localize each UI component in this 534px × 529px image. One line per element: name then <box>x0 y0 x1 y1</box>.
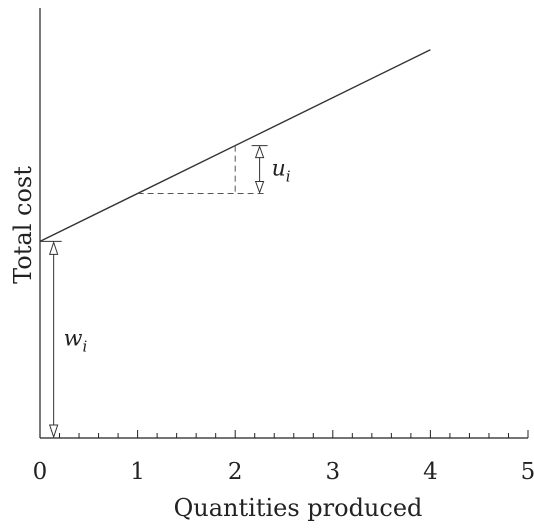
x-axis-tick-labels: 0 1 2 3 4 5 <box>33 459 534 485</box>
axes: 0 1 2 3 4 5 <box>33 8 534 485</box>
fixed-cost-label: wi <box>64 327 88 356</box>
unit-cost-arrow-down <box>254 180 265 194</box>
fixed-cost-subscript: i <box>83 338 88 356</box>
x-tick-label: 3 <box>325 459 340 485</box>
x-axis-label: Quantities produced <box>174 494 423 522</box>
unit-cost-annotation <box>137 145 268 194</box>
x-tick-label: 1 <box>130 459 145 485</box>
unit-cost-label: ui <box>272 157 291 186</box>
unit-cost-symbol: u <box>272 157 286 182</box>
fixed-cost-arrow-down <box>48 424 59 439</box>
x-tick-label: 5 <box>521 459 534 485</box>
fixed-cost-annotation <box>40 240 62 439</box>
x-axis-ticks <box>59 430 529 438</box>
x-tick-label: 2 <box>228 459 243 485</box>
fixed-cost-symbol: w <box>64 327 83 352</box>
y-axis-label: Total cost <box>9 166 37 284</box>
fixed-cost-arrow-up <box>48 240 59 255</box>
unit-cost-subscript: i <box>286 168 291 186</box>
x-tick-label: 4 <box>423 459 438 485</box>
x-tick-label: 0 <box>33 459 48 485</box>
unit-cost-arrow-up <box>254 145 265 159</box>
